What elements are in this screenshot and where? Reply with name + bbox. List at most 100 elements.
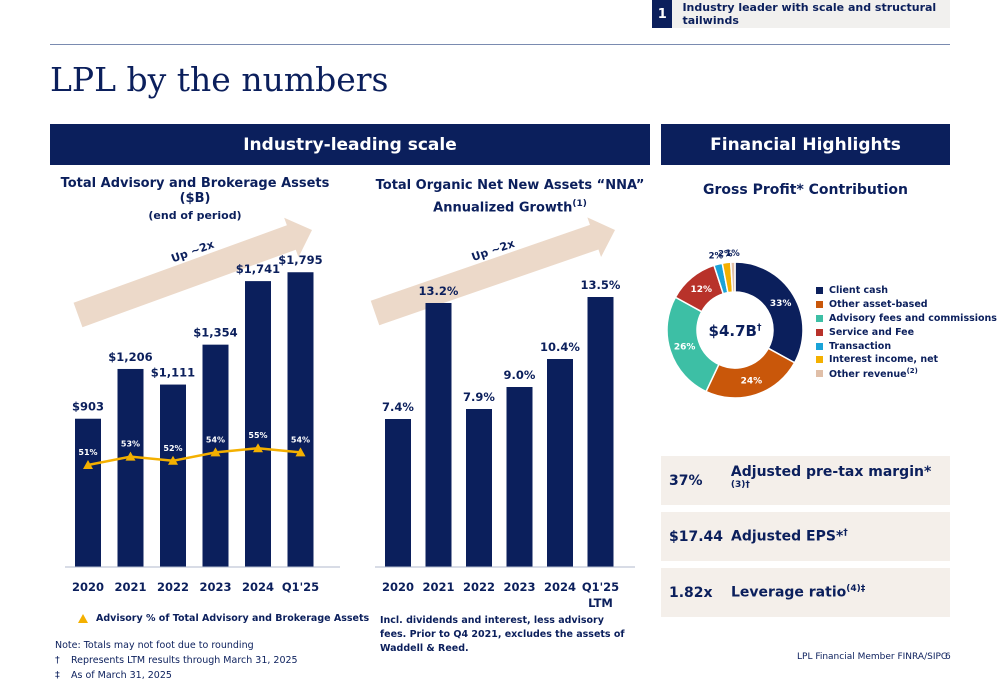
nna-bar-label: 7.4%: [382, 400, 414, 414]
nna-bar-label: 9.0%: [504, 368, 536, 382]
assets-chart: Up ~2x $903 2020 $1,206 2021 $1,111 2022 $1,354…: [65, 217, 340, 594]
highlight-value: 37%: [669, 472, 703, 489]
note-text: Represents LTM results through March 31,…: [71, 655, 298, 666]
nna-title-sup: (1): [572, 199, 587, 209]
asset-bar: [75, 418, 101, 567]
asset-bar: [117, 368, 144, 567]
footer-company: LPL Financial Member FINRA/SIPC: [797, 652, 948, 662]
advisory-point-label: 53%: [121, 440, 140, 449]
legend-label: Other revenue(2): [829, 367, 918, 381]
advisory-point: [253, 443, 263, 453]
highlight-label-text: Adjusted pre-tax margin*: [730, 464, 932, 481]
asset-bar: [287, 272, 314, 567]
nna-x-tick: 2020: [382, 580, 414, 594]
donut-legend: Client cash Other asset-based Advisory fee…: [816, 284, 997, 381]
asset-bar-label: $1,741: [236, 262, 280, 276]
legend-label: Advisory fees and commissions: [829, 312, 997, 324]
advisory-point: [168, 455, 178, 465]
banner-financial-highlights: Financial Highlights: [661, 124, 950, 165]
highlight-pretax-margin: 37% Adjusted pre-tax margin*(3)†: [661, 456, 950, 505]
advisory-point-label: 51%: [78, 448, 97, 457]
asset-bar: [160, 384, 186, 567]
nna-chart: Up ~2x 7.4% 2020 13.2% 2021 7.9% 2022 9.0% 2023 1…: [370, 217, 635, 610]
legend-swatch: [816, 301, 823, 309]
nna-bar-label: 10.4%: [540, 340, 580, 354]
nna-bar: [547, 359, 573, 567]
highlight-footnote: †: [843, 528, 848, 539]
advisory-point: [83, 460, 93, 469]
highlight-footnote: (3)†: [730, 480, 750, 491]
triangle-marker-icon: [78, 614, 88, 623]
nna-bar-label: 13.5%: [581, 278, 621, 292]
donut-slice-label: 24%: [741, 376, 763, 386]
legend-item: Service and Fee: [816, 325, 997, 339]
nna-bar: [506, 387, 533, 567]
advisory-point-label: 54%: [206, 435, 225, 444]
legend-label: Other asset-based: [829, 299, 928, 311]
note-text: As of March 31, 2025: [71, 670, 172, 681]
donut-slice-label: 2%: [709, 251, 724, 261]
donut-slice-label: 12%: [690, 285, 712, 295]
donut-slice-label: 33%: [770, 299, 792, 309]
highlight-label-text: Leverage ratio: [731, 584, 847, 601]
nna-x-tick-line2: LTM: [588, 596, 613, 610]
nna-bar: [466, 409, 492, 567]
assets-chart-subtitle: (end of period): [148, 209, 242, 222]
growth-arrow-icon: [370, 217, 616, 326]
advisory-point: [125, 451, 136, 461]
donut-slice-label: 26%: [674, 342, 696, 352]
donut-chart: 33% 24% 26% 12% 2%2%1% $4.7B†: [666, 249, 804, 399]
note-asof: ‡ As of March 31, 2025: [55, 668, 298, 683]
asset-bar-label: $1,206: [108, 350, 152, 364]
highlight-leverage-ratio: 1.82x Leverage ratio(4)‡: [661, 568, 950, 617]
nna-x-tick: Q1'25: [582, 580, 619, 594]
highlight-label: Adjusted pre-tax margin*(3)†: [731, 464, 950, 497]
donut-center-sup: †: [757, 323, 762, 333]
nna-footnote: Incl. dividends and interest, less advis…: [380, 615, 625, 654]
asset-x-tick: 2021: [114, 580, 146, 594]
asset-bar-label: $1,795: [278, 253, 322, 267]
advisory-point-label: 52%: [163, 444, 182, 453]
donut-slice: [729, 261, 736, 293]
legend-item: Other revenue(2): [816, 367, 997, 381]
nna-x-tick: 2021: [422, 580, 454, 594]
highlight-adjusted-eps: $17.44 Adjusted EPS*†: [661, 512, 950, 561]
advisory-point-label: 54%: [291, 435, 310, 444]
section-number: 1: [652, 0, 673, 28]
asset-x-tick: 2024: [242, 580, 274, 594]
nna-x-tick: 2024: [544, 580, 576, 594]
legend-swatch: [816, 370, 823, 378]
asset-bar-label: $1,354: [193, 326, 237, 340]
advisory-line-legend: Advisory % of Total Advisory and Brokera…: [78, 613, 369, 624]
legend-swatch: [816, 314, 823, 322]
legend-item: Transaction: [816, 339, 997, 353]
legend-label: Client cash: [829, 285, 888, 297]
note-rounding: Note: Totals may not foot due to roundin…: [55, 638, 298, 653]
highlight-label: Adjusted EPS*†: [731, 528, 848, 545]
notes-block: Note: Totals may not foot due to roundin…: [55, 638, 298, 683]
nna-chart-title: Total Organic Net New Assets “NNA” Annua…: [365, 176, 655, 217]
nna-bar: [385, 419, 411, 567]
nna-bar-label: 7.9%: [463, 390, 495, 404]
nna-title-line1: Total Organic Net New Assets “NNA”: [375, 178, 645, 193]
legend-item: Advisory fees and commissions: [816, 312, 997, 326]
asset-x-tick: Q1'25: [282, 580, 319, 594]
assets-chart-title-text: Total Advisory and Brokerage Assets ($B): [60, 176, 330, 206]
legend-swatch: [816, 342, 823, 350]
legend-label: Transaction: [829, 340, 892, 352]
nna-bar: [425, 303, 452, 567]
page-number: 6: [945, 652, 951, 662]
section-indicator: 1 Industry leader with scale and structu…: [652, 0, 950, 28]
advisory-point-label: 55%: [248, 431, 267, 440]
asset-bar-label: $1,111: [151, 366, 195, 380]
donut-center-label: $4.7B†: [709, 322, 762, 340]
assets-growth-arrow: Up ~2x: [73, 217, 313, 328]
legend-label: Interest income, net: [829, 354, 939, 366]
nna-x-tick: 2023: [503, 580, 535, 594]
asset-bar: [245, 281, 271, 567]
note-symbol: †: [55, 655, 60, 666]
nna-bar: [587, 297, 614, 567]
advisory-legend-label: Advisory % of Total Advisory and Brokera…: [96, 613, 370, 624]
highlight-footnote: (4)‡: [846, 584, 866, 595]
legend-swatch: [816, 328, 823, 336]
